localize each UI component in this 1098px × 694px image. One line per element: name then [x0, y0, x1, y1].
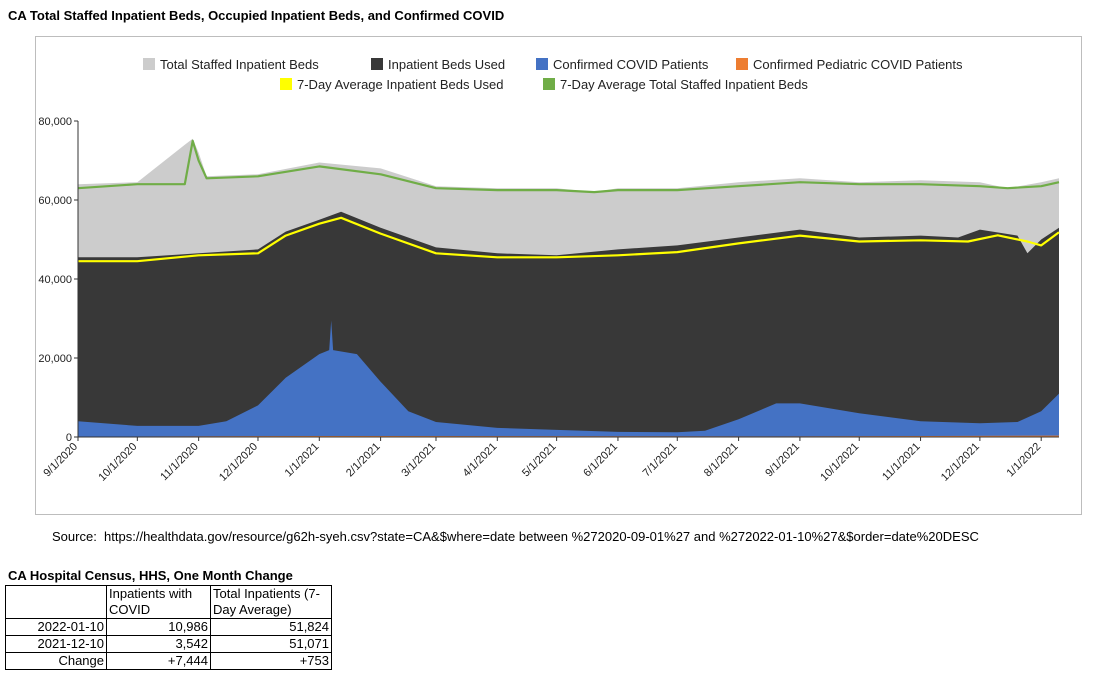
- x-axis: 9/1/2020 10/1/2020 11/1/2020 12/1/2020 1/1/2…: [41, 436, 1059, 484]
- row-label: Change: [5, 652, 107, 670]
- x-tick-label: 10/1/2020: [96, 441, 139, 484]
- source-url[interactable]: https://healthdata.gov/resource/g62h-sye…: [104, 529, 979, 544]
- y-tick-label: 80,000: [38, 116, 72, 128]
- legend-label-7-day-average-inpatient-beds-used: 7-Day Average Inpatient Beds Used: [297, 77, 503, 92]
- legend-label-total-staffed-inpatient-beds: Total Staffed Inpatient Beds: [160, 57, 319, 72]
- x-tick-label: 12/1/2020: [217, 441, 260, 484]
- table-row: 2021-12-10 3,542 51,071: [5, 635, 332, 653]
- line-7-day-average-inpatient-beds-used: [78, 216, 1060, 263]
- row-label: 2022-01-10: [5, 618, 107, 636]
- line-7-day-average-total-staffed-inpatient-beds: [77, 139, 1060, 194]
- legend-label-confirmed-covid-patients: Confirmed COVID Patients: [553, 57, 709, 72]
- plot-area: [77, 138, 1060, 438]
- header-total: Total Inpatients (7-Day Average): [210, 585, 332, 619]
- legend-swatch-7-day-average-inpatient-beds-used: [280, 78, 292, 90]
- row-label: 2021-12-10: [5, 635, 107, 653]
- x-tick-label: 1/1/2022: [1005, 441, 1044, 480]
- chart-svg: Total Staffed Inpatient Beds Inpatient Be…: [38, 57, 1060, 484]
- row-total-value: +753: [210, 652, 332, 670]
- table-row: Change +7,444 +753: [5, 652, 332, 670]
- source-label: Source:: [52, 529, 97, 544]
- row-total-value: 51,824: [210, 618, 332, 636]
- page-title: CA Total Staffed Inpatient Beds, Occupie…: [8, 8, 505, 23]
- y-tick-label: 40,000: [38, 274, 72, 286]
- x-tick-label: 7/1/2021: [641, 441, 680, 480]
- x-tick-label: 2/1/2021: [344, 441, 383, 480]
- legend-swatch-confirmed-covid-patients: [536, 58, 548, 70]
- y-tick-label: 20,000: [38, 353, 72, 365]
- chart-frame: Total Staffed Inpatient Beds Inpatient Be…: [35, 36, 1082, 515]
- row-covid-value: 3,542: [106, 635, 211, 653]
- x-tick-label: 1/1/2021: [283, 441, 322, 480]
- x-tick-label: 12/1/2021: [939, 441, 982, 484]
- legend-swatch-confirmed-pediatric-covid-patients: [736, 58, 748, 70]
- header-covid: Inpatients with COVID: [106, 585, 211, 619]
- x-tick-label: 9/1/2021: [763, 441, 802, 480]
- row-covid-value: 10,986: [106, 618, 211, 636]
- y-axis: 0 20,000 40,000 60,000 80,000: [38, 116, 79, 444]
- area-confirmed-covid-patients: [78, 320, 1059, 437]
- legend-label-7-day-average-total-staffed-inpatient-beds: 7-Day Average Total Staffed Inpatient Be…: [560, 77, 808, 92]
- legend-label-inpatient-beds-used: Inpatient Beds Used: [388, 57, 505, 72]
- x-tick-label: 9/1/2020: [41, 441, 80, 480]
- legend-swatch-inpatient-beds-used: [371, 58, 383, 70]
- x-tick-label: 4/1/2021: [461, 441, 500, 480]
- x-tick-label: 10/1/2021: [818, 441, 861, 484]
- census-table: Inpatients with COVID Total Inpatients (…: [5, 585, 332, 670]
- table-title: CA Hospital Census, HHS, One Month Chang…: [8, 568, 293, 583]
- y-tick-label: 0: [66, 432, 72, 444]
- x-tick-label: 3/1/2021: [399, 441, 438, 480]
- x-tick-label: 6/1/2021: [581, 441, 620, 480]
- header-blank-cell: [5, 585, 107, 619]
- row-covid-value: +7,444: [106, 652, 211, 670]
- y-tick-label: 60,000: [38, 195, 72, 207]
- table-header-row: Inpatients with COVID Total Inpatients (…: [5, 585, 332, 619]
- table-row: 2022-01-10 10,986 51,824: [5, 618, 332, 636]
- chart-legend: Total Staffed Inpatient Beds Inpatient Be…: [143, 57, 963, 92]
- legend-label-confirmed-pediatric-covid-patients: Confirmed Pediatric COVID Patients: [753, 57, 963, 72]
- x-tick-label: 11/1/2020: [158, 441, 201, 484]
- row-total-value: 51,071: [210, 635, 332, 653]
- source-line: Source: https://healthdata.gov/resource/…: [52, 529, 979, 544]
- x-tick-label: 5/1/2021: [520, 441, 559, 480]
- x-tick-label: 11/1/2021: [880, 441, 923, 484]
- x-tick-label: 8/1/2021: [702, 441, 741, 480]
- legend-swatch-total-staffed-inpatient-beds: [143, 58, 155, 70]
- legend-swatch-7-day-average-total-staffed-inpatient-beds: [543, 78, 555, 90]
